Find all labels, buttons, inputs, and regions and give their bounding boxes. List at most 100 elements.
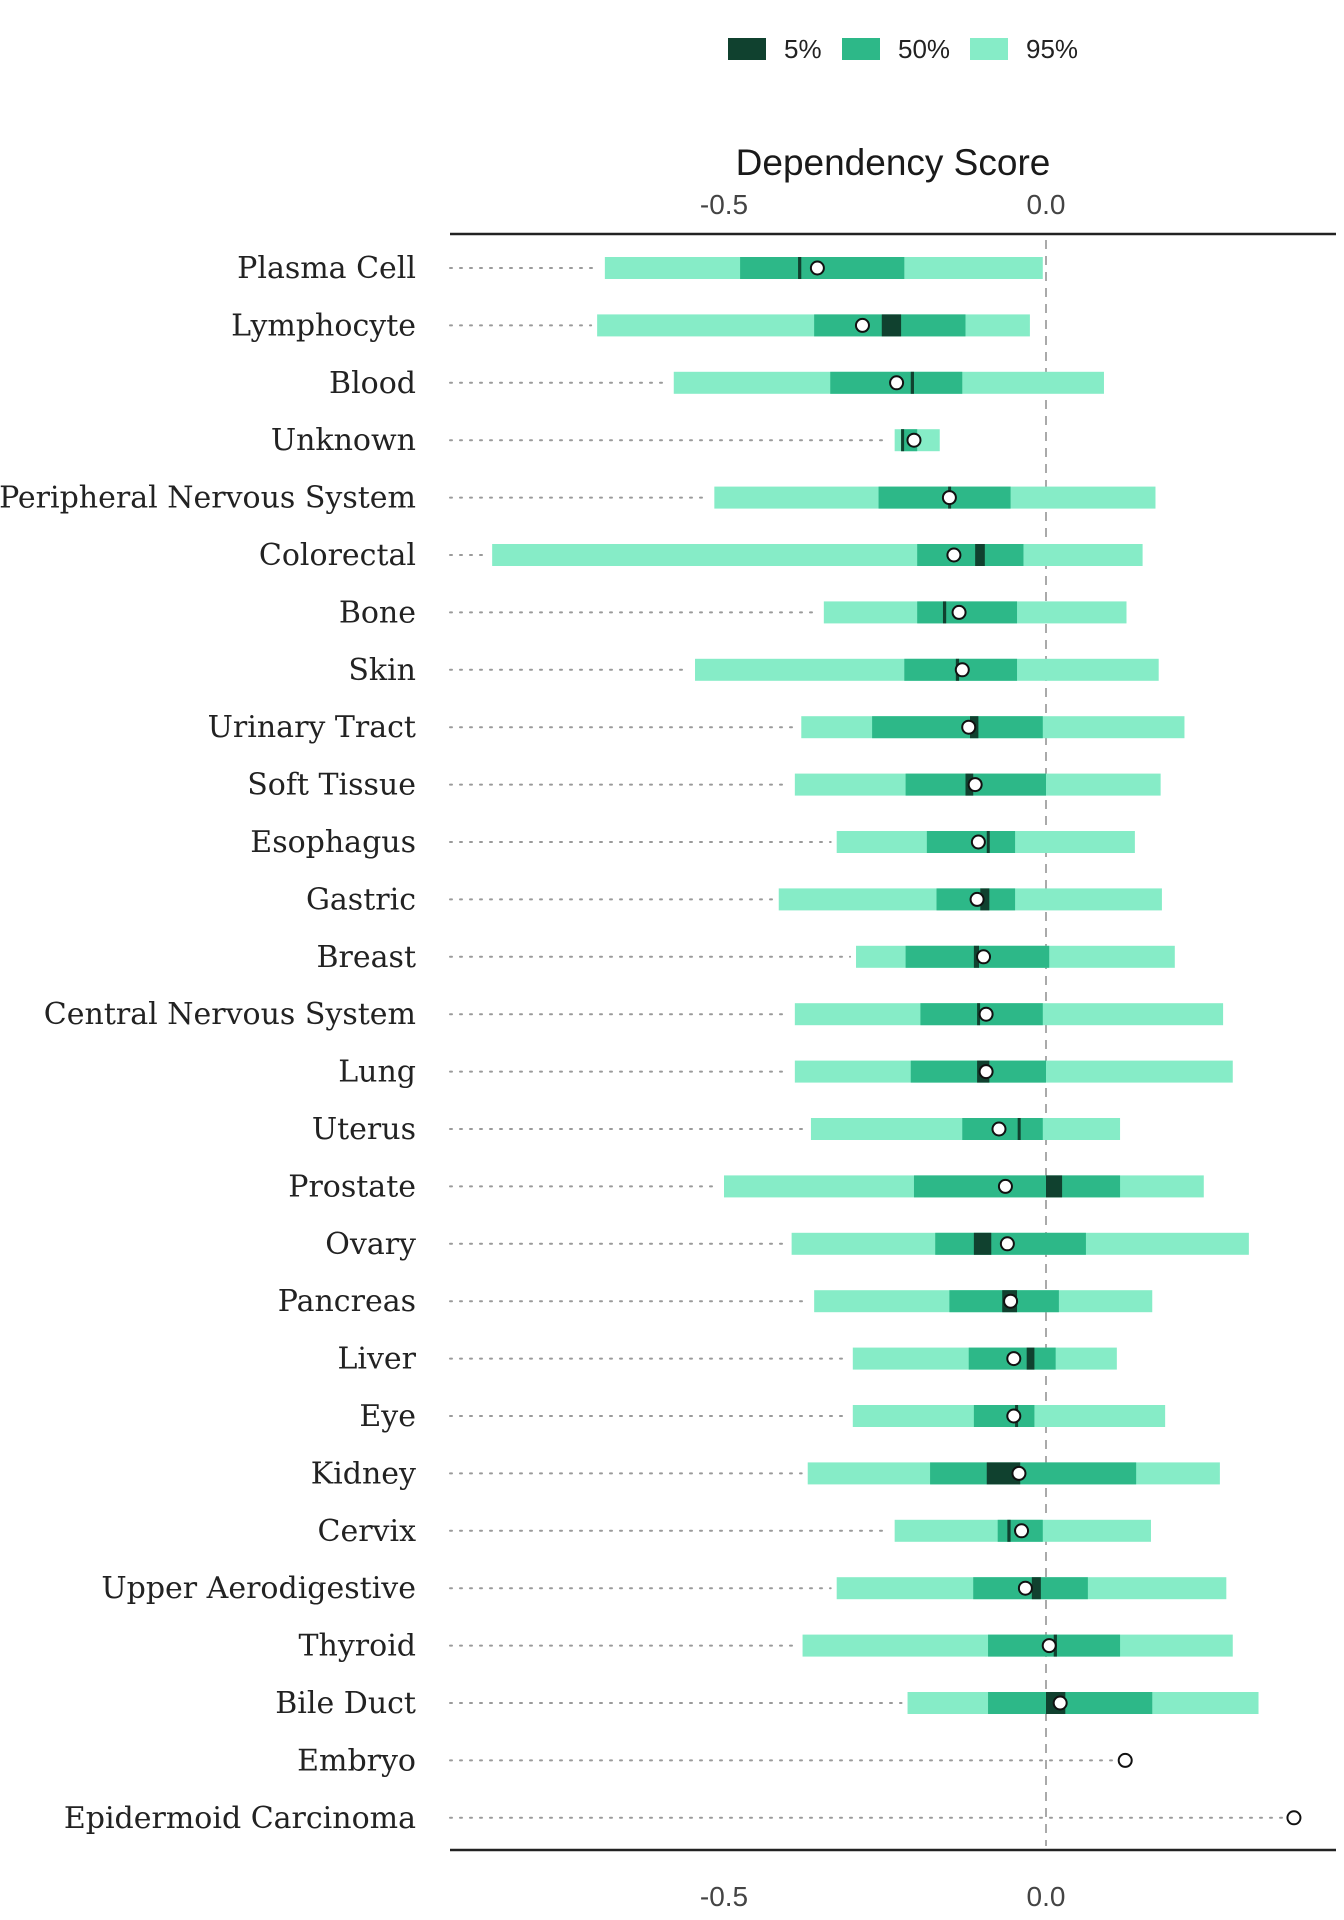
legend-label-5pct: 5% — [784, 34, 822, 64]
score-point — [906, 432, 922, 448]
legend-swatch-95pct — [970, 38, 1008, 60]
category-label: Ovary — [325, 1227, 416, 1262]
row-embryo: Embryo — [297, 1743, 1133, 1778]
category-label: Upper Aerodigestive — [101, 1571, 416, 1606]
bar-5pct — [986, 831, 990, 853]
category-label: Kidney — [311, 1456, 416, 1491]
score-point — [978, 1064, 994, 1080]
category-label: Bile Duct — [275, 1686, 416, 1721]
row-pancreas: Pancreas — [278, 1284, 1153, 1319]
score-point — [1003, 1293, 1019, 1309]
score-point — [1011, 1465, 1027, 1481]
bar-5pct — [986, 1462, 1021, 1485]
score-point — [967, 777, 983, 793]
row-unknown: Unknown — [271, 423, 940, 458]
bar-50pct — [988, 1692, 1153, 1714]
category-label: Unknown — [271, 423, 416, 458]
score-point — [951, 604, 967, 620]
row-kidney: Kidney — [311, 1456, 1220, 1491]
category-label: Blood — [329, 366, 416, 401]
bar-50pct — [973, 1405, 1035, 1427]
category-label: Gastric — [306, 882, 416, 917]
category-label: Lymphocyte — [231, 308, 416, 343]
row-cervix: Cervix — [317, 1514, 1151, 1549]
score-point — [954, 662, 970, 678]
score-point — [961, 719, 977, 735]
score-point — [1014, 1523, 1030, 1539]
bar-5pct — [881, 314, 902, 337]
score-point — [889, 375, 905, 391]
category-label: Eye — [359, 1399, 416, 1434]
bar-5pct — [980, 888, 990, 911]
score-point — [969, 891, 985, 907]
category-label: Liver — [337, 1342, 416, 1377]
row-peripheral-nervous-system: Peripheral Nervous System — [0, 481, 1156, 516]
bar-5pct — [977, 1003, 981, 1026]
score-point — [941, 490, 957, 506]
bottom-tick-label-0: 0.0 — [1027, 1881, 1066, 1912]
bar-50pct — [913, 1175, 1121, 1198]
score-point — [999, 1236, 1015, 1252]
category-label: Prostate — [288, 1169, 416, 1204]
score-point — [1052, 1695, 1068, 1711]
bar-50pct — [872, 716, 1043, 739]
chart-rows: Plasma Cell Lymphocyte Blood Unknown Periphe… — [0, 251, 1302, 1836]
category-label: Lung — [338, 1055, 416, 1090]
bar-5pct — [901, 429, 905, 452]
top-tick-label-0: 0.0 — [1027, 189, 1066, 220]
row-prostate: Prostate — [288, 1169, 1204, 1204]
row-soft-tissue: Soft Tissue — [247, 768, 1161, 803]
score-point — [1117, 1752, 1133, 1768]
score-point — [970, 834, 986, 850]
score-point — [976, 949, 992, 965]
category-label: Epidermoid Carcinoma — [64, 1801, 416, 1836]
row-central-nervous-system: Central Nervous System — [44, 997, 1224, 1032]
row-liver: Liver — [337, 1342, 1117, 1377]
legend-label-50pct: 50% — [898, 34, 950, 64]
bar-5pct — [1007, 1519, 1011, 1542]
row-colorectal: Colorectal — [259, 538, 1143, 573]
row-lung: Lung — [338, 1055, 1233, 1090]
category-label: Pancreas — [278, 1284, 416, 1319]
score-point — [1286, 1810, 1302, 1826]
category-label: Embryo — [297, 1743, 416, 1778]
top-tick-label-neg05: -0.5 — [700, 189, 748, 220]
score-point — [991, 1121, 1007, 1137]
score-point — [978, 1006, 994, 1022]
score-point — [854, 317, 870, 333]
category-label: Urinary Tract — [208, 710, 416, 745]
bar-50pct — [930, 1462, 1137, 1485]
score-point — [1006, 1408, 1022, 1424]
score-point — [809, 260, 825, 276]
row-thyroid: Thyroid — [299, 1629, 1233, 1664]
category-label: Skin — [348, 653, 416, 688]
category-label: Colorectal — [259, 538, 416, 573]
category-label: Central Nervous System — [44, 997, 416, 1032]
bar-50pct — [917, 544, 1024, 566]
bar-5pct — [1046, 1175, 1063, 1198]
score-point — [1006, 1351, 1022, 1367]
row-lymphocyte: Lymphocyte — [231, 308, 1030, 343]
bar-5pct — [973, 1232, 992, 1255]
row-breast: Breast — [317, 940, 1175, 975]
bar-5pct — [1017, 1118, 1021, 1140]
bottom-tick-label-neg05: -0.5 — [700, 1881, 748, 1912]
row-bone: Bone — [339, 595, 1127, 630]
legend-swatch-5pct — [728, 38, 766, 60]
legend-label-95pct: 95% — [1026, 34, 1078, 64]
category-label: Cervix — [317, 1514, 416, 1549]
category-label: Bone — [339, 595, 416, 630]
row-gastric: Gastric — [306, 882, 1162, 917]
row-epidermoid-carcinoma: Epidermoid Carcinoma — [64, 1801, 1302, 1836]
category-label: Uterus — [312, 1112, 416, 1147]
row-eye: Eye — [359, 1399, 1166, 1434]
category-label: Thyroid — [299, 1629, 416, 1664]
bar-5pct — [798, 257, 802, 279]
category-label: Esophagus — [250, 825, 416, 860]
legend-swatch-50pct — [842, 38, 880, 60]
bar-5pct — [975, 544, 985, 566]
legend: 5% 50% 95% — [728, 34, 1078, 64]
bar-50pct — [917, 601, 1018, 624]
row-uterus: Uterus — [312, 1112, 1121, 1147]
